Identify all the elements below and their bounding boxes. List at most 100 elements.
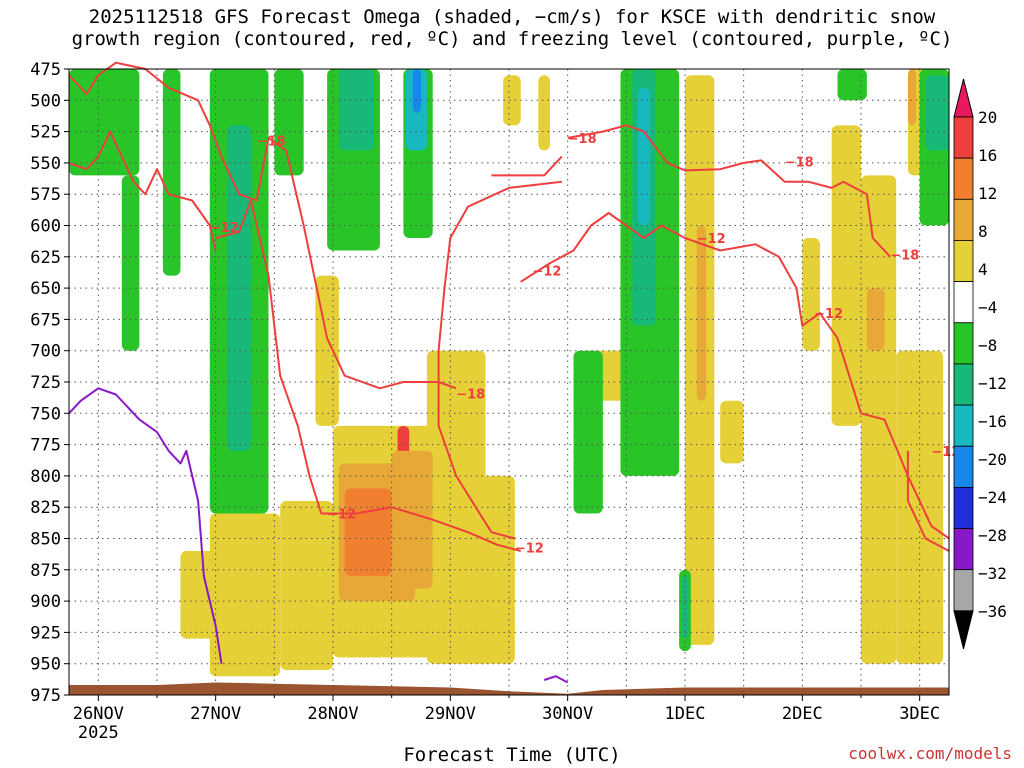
x-tick-label-1DEC: 1DEC <box>665 704 706 724</box>
omega-region-18 <box>866 288 885 351</box>
omega-region-44 <box>925 75 949 151</box>
colorbar-label-11: −28 <box>978 526 1007 545</box>
y-tick-label-750: 750 <box>30 404 61 424</box>
colorbar-label-8: −16 <box>978 412 1007 431</box>
omega-region-30 <box>227 125 251 451</box>
contour-0-2 <box>567 124 892 258</box>
x-tick-label-27NOV: 27NOV <box>190 704 241 724</box>
colorbar-bin-8 <box>953 404 974 447</box>
colorbar-label-13: −36 <box>978 602 1007 621</box>
colorbar-label-12: −32 <box>978 564 1007 583</box>
contour-0-3 <box>491 155 563 177</box>
grid <box>69 69 949 695</box>
contour-0-0 <box>68 61 457 390</box>
contour-2-1 <box>543 675 569 684</box>
colorbar-bin-6 <box>953 322 974 365</box>
contour-0-1 <box>68 130 217 251</box>
contour-label-9: −18 <box>890 248 919 263</box>
omega-region-36 <box>412 69 421 113</box>
contour-label-3: −12 <box>327 507 356 522</box>
colorbar-label-2: 12 <box>978 184 997 203</box>
omega-region-27 <box>121 175 140 351</box>
colorbar-bin-9 <box>953 445 974 488</box>
x-tick-label-28NOV: 28NOV <box>307 704 358 724</box>
colorbar-label-10: −24 <box>978 488 1007 507</box>
omega-region-19 <box>896 350 944 664</box>
colorbar-label-5: −4 <box>978 298 997 317</box>
omega-region-31 <box>274 69 304 176</box>
colorbar: 20 16 12 8 4 −4 −8 −12 −16 −20 −24 −28 −32 −36 <box>953 78 1007 649</box>
contour-1-3 <box>906 450 950 552</box>
y-tick-label-725: 725 <box>30 373 61 393</box>
omega-region-6 <box>391 450 433 589</box>
colorbar-bin-2 <box>953 157 974 200</box>
y-tick-label-600: 600 <box>30 217 61 237</box>
y-tick-label-825: 825 <box>30 498 61 518</box>
omega-region-10 <box>180 551 216 639</box>
y-tick-label-475: 475 <box>30 60 61 80</box>
omega-region-7 <box>432 475 515 664</box>
colorbar-top-arrow <box>953 78 974 118</box>
x-tick-label-2DEC: 2DEC <box>782 704 823 724</box>
y-tick-label-650: 650 <box>30 279 61 299</box>
omega-region-45 <box>837 69 867 101</box>
contour-label-0: −18 <box>257 134 286 149</box>
y-tick-label-975: 975 <box>30 686 61 706</box>
y-axis: 475 500 525 550 575 600 625 650 675 700 725 750 775 8… <box>30 60 69 706</box>
omega-region-4 <box>344 488 392 577</box>
omega-region-24 <box>503 75 521 126</box>
colorbar-bin-11 <box>953 528 974 571</box>
omega-region-8 <box>209 513 281 677</box>
omega-region-40 <box>573 350 603 514</box>
colorbar-label-1: 16 <box>978 146 997 165</box>
colorbar-bin-10 <box>953 486 974 529</box>
omega-region-26 <box>69 69 140 176</box>
colorbar-label-3: 8 <box>978 222 988 241</box>
contour-label-6: −12 <box>532 265 561 280</box>
colorbar-bin-1 <box>953 116 974 159</box>
colorbar-bin-3 <box>953 198 974 241</box>
omega-region-28 <box>162 69 181 276</box>
colorbar-bin-12 <box>953 569 974 612</box>
x-tick-sublabel: 2025 <box>78 723 119 743</box>
contour-label-11: −12 <box>931 445 960 460</box>
y-tick-label-850: 850 <box>30 530 61 550</box>
y-tick-label-525: 525 <box>30 123 61 143</box>
contour-label-7: −12 <box>697 232 726 247</box>
omega-region-21 <box>907 69 917 126</box>
contour-label-1: −12 <box>210 221 239 236</box>
y-tick-label-500: 500 <box>30 91 61 111</box>
contour-label-10: −12 <box>814 307 843 322</box>
contour-1-2 <box>520 212 950 540</box>
y-tick-label-700: 700 <box>30 342 61 362</box>
terrain <box>69 682 949 695</box>
omega-region-39 <box>638 87 650 226</box>
contour-label-2: −18 <box>456 387 485 402</box>
omega-region-42 <box>681 576 689 639</box>
contour-labels: −18 −12 −18 −12 −12 −18 −12 −12 −18 −18 −12 −12 <box>210 132 961 556</box>
contour-1-1 <box>437 180 562 540</box>
y-tick-label-900: 900 <box>30 592 61 612</box>
contour-1-0 <box>215 199 521 552</box>
terrain-fill <box>69 682 949 695</box>
omega-region-14 <box>696 225 707 401</box>
y-tick-label-950: 950 <box>30 655 61 675</box>
colorbar-label-7: −12 <box>978 374 1007 393</box>
colorbar-bin-4 <box>953 240 974 283</box>
contour-2-0 <box>68 387 223 664</box>
y-tick-label-625: 625 <box>30 248 61 268</box>
chart-title-line2: growth region (contoured, red, ºC) and f… <box>71 28 953 50</box>
x-tick-label-30NOV: 30NOV <box>542 704 593 724</box>
omega-region-15 <box>802 238 820 351</box>
omega-region-23 <box>720 400 744 464</box>
contour-label-5: −18 <box>568 132 597 147</box>
x-tick-label-26NOV: 26NOV <box>73 704 124 724</box>
chart-title-line1: 2025112518 GFS Forecast Omega (shaded, −… <box>88 6 936 28</box>
contour-label-4: −12 <box>515 541 544 556</box>
contour-label-8: −18 <box>785 156 814 171</box>
colorbar-bin-5 <box>953 281 974 324</box>
colorbar-label-6: −8 <box>978 336 997 355</box>
brand-link[interactable]: coolwx.com/models <box>848 744 1012 763</box>
omega-region-33 <box>338 69 375 151</box>
y-tick-label-800: 800 <box>30 467 61 487</box>
